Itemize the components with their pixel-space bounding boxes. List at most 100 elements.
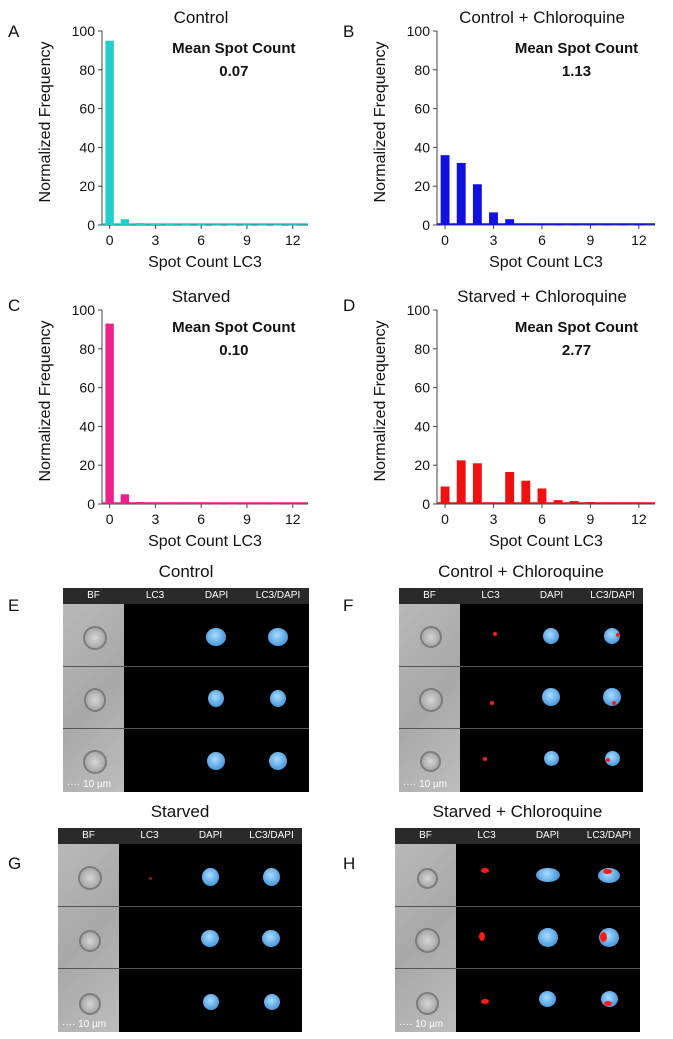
col-header-lc3-dapi: LC3/DAPI	[590, 590, 635, 601]
x-tick-label: 0	[106, 232, 114, 248]
nucleus	[203, 994, 219, 1010]
y-tick-label: 40	[79, 418, 95, 434]
y-tick-label: 100	[72, 23, 96, 39]
x-tick-label: 6	[197, 232, 205, 248]
y-tick-label: 60	[79, 101, 95, 117]
col-header-dapi: DAPI	[204, 590, 229, 601]
y-axis-label: Normalized Frequency	[372, 42, 389, 203]
y-tick-label: 100	[72, 302, 96, 318]
row-divider	[399, 666, 643, 667]
y-axis-label: Normalized Frequency	[372, 321, 389, 482]
nucleus	[263, 868, 280, 886]
nucleus	[544, 751, 559, 766]
panel-letter-f: F	[343, 596, 354, 615]
lc3-spot	[612, 701, 616, 705]
x-tick-label: 9	[243, 232, 251, 248]
y-tick-label: 20	[79, 178, 95, 194]
cell-image	[83, 750, 107, 774]
y-tick-label: 40	[79, 139, 95, 155]
cell-image	[83, 626, 107, 650]
lc3-spot	[603, 869, 612, 874]
bar	[634, 224, 644, 226]
bar	[618, 224, 628, 226]
nucleus	[603, 688, 621, 706]
col-header-lc3: LC3	[481, 590, 500, 601]
bar	[585, 502, 595, 504]
lc3-spot	[483, 757, 487, 761]
y-tick-label: 80	[414, 341, 430, 357]
panel-letter-d: D	[343, 296, 356, 315]
bar	[288, 224, 297, 226]
nucleus	[536, 868, 560, 882]
lc3-spot	[616, 633, 620, 637]
bar	[602, 224, 611, 226]
panel-h-title: Starved + Chloroquine	[432, 802, 603, 821]
bar	[196, 503, 206, 505]
bar	[212, 503, 221, 505]
mean-spot-count-label: Mean Spot Count	[515, 319, 638, 336]
bar	[537, 224, 547, 226]
x-tick-label: 12	[631, 511, 647, 527]
row-divider	[58, 968, 302, 969]
bar	[634, 503, 644, 504]
col-header-dapi: DAPI	[539, 590, 564, 601]
bar	[553, 224, 563, 226]
col-header-bf: BF	[419, 830, 432, 841]
x-tick-label: 3	[490, 232, 498, 248]
y-tick-label: 60	[414, 101, 430, 117]
nucleus	[201, 930, 219, 947]
lc3-spot	[490, 701, 494, 705]
chart-title: Starved	[172, 287, 231, 306]
y-axis-label: Normalized Frequency	[37, 42, 54, 203]
x-tick-label: 6	[197, 511, 205, 527]
scale-bar: ···· 10 µm	[399, 1019, 444, 1030]
chart-title: Control + Chloroquine	[459, 8, 625, 27]
mean-spot-count-value: 1.13	[562, 63, 591, 80]
bar	[135, 502, 145, 504]
bar	[105, 323, 114, 504]
row-divider	[399, 728, 643, 729]
lc3-spot	[604, 1001, 612, 1006]
bar	[456, 162, 466, 225]
x-tick-label: 6	[538, 511, 546, 527]
bar	[585, 224, 595, 226]
mean-spot-count-value: 0.10	[219, 342, 248, 359]
bf-column	[395, 844, 456, 1032]
col-header-lc3: LC3	[140, 830, 159, 841]
bar	[288, 503, 297, 505]
bf-column	[58, 844, 119, 1032]
y-tick-label: 60	[79, 380, 95, 396]
y-tick-label: 20	[414, 178, 430, 194]
cell-image	[417, 868, 438, 889]
row-divider	[58, 906, 302, 907]
x-tick-label: 6	[538, 232, 546, 248]
bar	[521, 480, 531, 504]
panel-letter-h: H	[343, 854, 356, 873]
bar	[553, 500, 563, 504]
y-axis-label: Normalized Frequency	[37, 321, 54, 482]
nucleus	[262, 930, 280, 947]
bar	[456, 460, 466, 504]
row-divider	[63, 728, 309, 729]
cell-image	[415, 928, 440, 953]
mean-spot-count-value: 0.07	[219, 63, 248, 80]
panel-e-title: Control	[158, 562, 214, 581]
mean-spot-count-label: Mean Spot Count	[172, 319, 295, 336]
bar	[151, 223, 160, 225]
panel-letter-g: G	[8, 854, 22, 873]
bar	[258, 224, 267, 226]
x-tick-label: 3	[490, 511, 498, 527]
nucleus	[542, 688, 560, 706]
y-tick-label: 80	[79, 341, 95, 357]
bar	[273, 224, 282, 226]
col-header-dapi: DAPI	[535, 830, 560, 841]
nucleus	[206, 628, 226, 646]
x-axis-label: Spot Count LC3	[489, 254, 603, 271]
bar	[120, 494, 130, 504]
bar	[227, 503, 236, 505]
nucleus	[270, 690, 286, 707]
panel-letter-a: A	[8, 22, 20, 41]
bar	[472, 463, 482, 504]
x-tick-label: 9	[587, 511, 595, 527]
y-tick-label: 0	[422, 496, 430, 512]
